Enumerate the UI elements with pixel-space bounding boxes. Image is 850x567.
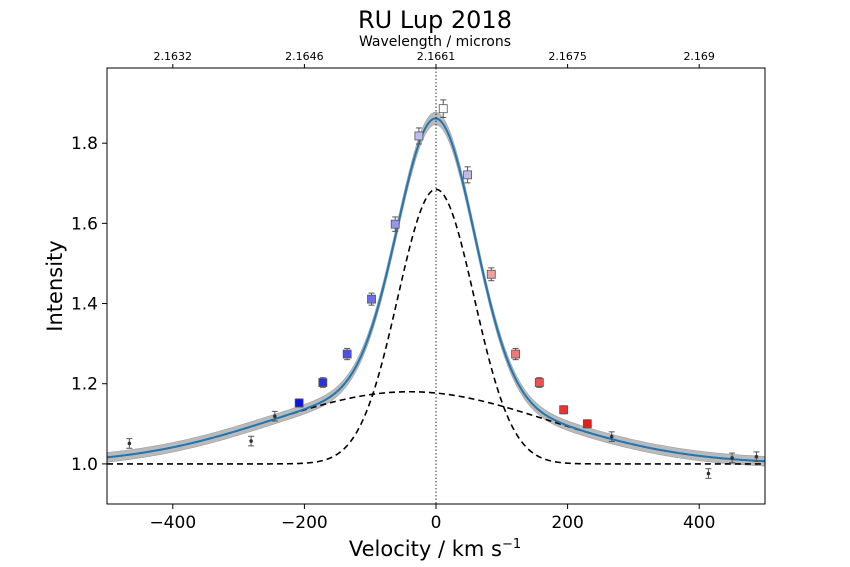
x-tick-label: 0: [431, 513, 442, 533]
top-tick-label: 2.169: [683, 50, 715, 63]
data-point: [486, 267, 496, 282]
x-tick-label: 400: [683, 513, 715, 533]
x-tick-label: 200: [551, 513, 583, 533]
x-axis-label-sup: −1: [502, 537, 521, 552]
square-marker: [390, 219, 400, 229]
data-point: [126, 438, 133, 449]
y-axis-label: Intensity: [43, 240, 67, 331]
x-tick-label: −400: [149, 513, 196, 533]
model-uncertainty-band: [107, 111, 765, 467]
top-tick-label: 2.1661: [417, 50, 456, 63]
square-marker: [318, 378, 328, 387]
model-band-layer: [107, 111, 765, 467]
dot-marker: [609, 434, 614, 439]
top-axis-label: Wavelength / microns: [359, 34, 511, 50]
data-point: [438, 99, 448, 119]
square-marker: [342, 349, 352, 359]
axis-layer: −400 −200 0 200 400 1.0 1.2 1.4 1.6 1.8 2.1632 2.16…: [71, 50, 715, 533]
data-point: [414, 127, 424, 145]
x-tick-label: −200: [281, 513, 328, 533]
square-marker: [486, 269, 496, 279]
y-tick-label: 1.8: [71, 134, 98, 154]
dot-marker: [272, 414, 277, 418]
dot-marker: [706, 471, 711, 476]
square-marker: [294, 398, 304, 408]
square-marker: [414, 131, 424, 141]
data-points-layer: [126, 99, 760, 479]
square-marker: [463, 170, 472, 180]
y-tick-label: 1.0: [71, 455, 98, 475]
data-point: [608, 431, 615, 442]
y-tick-label: 1.6: [71, 214, 98, 234]
data-point: [729, 452, 736, 464]
data-point: [367, 292, 376, 306]
data-point: [294, 398, 304, 408]
dot-marker: [754, 454, 759, 459]
square-marker: [438, 104, 448, 114]
data-point: [390, 216, 400, 232]
top-tick-label: 2.1675: [548, 50, 587, 63]
top-tick-label: 2.1632: [154, 50, 193, 63]
x-axis-label: Velocity / km s−1: [349, 537, 521, 561]
data-point: [511, 347, 521, 361]
chart-title: RU Lup 2018: [358, 6, 512, 34]
data-point: [318, 377, 328, 388]
dot-marker: [127, 441, 132, 446]
narrow-component-line: [107, 188, 765, 465]
data-point: [534, 377, 544, 388]
data-point: [582, 419, 592, 429]
y-tick-label: 1.4: [71, 295, 98, 315]
top-tick-label: 2.1646: [285, 50, 324, 63]
data-point: [705, 468, 712, 479]
y-tick-label: 1.2: [71, 375, 98, 395]
data-point: [248, 435, 255, 447]
dot-marker: [730, 456, 734, 460]
data-point: [753, 451, 760, 463]
square-marker: [559, 405, 569, 415]
data-point: [342, 347, 352, 361]
data-point: [559, 405, 569, 415]
square-marker: [582, 419, 592, 429]
data-point: [463, 166, 472, 184]
square-marker: [367, 294, 376, 304]
data-point: [271, 410, 278, 422]
dot-marker: [249, 439, 253, 443]
square-marker: [534, 378, 544, 387]
x-axis-label-main: Velocity / km s: [349, 537, 502, 561]
square-marker: [511, 349, 521, 359]
